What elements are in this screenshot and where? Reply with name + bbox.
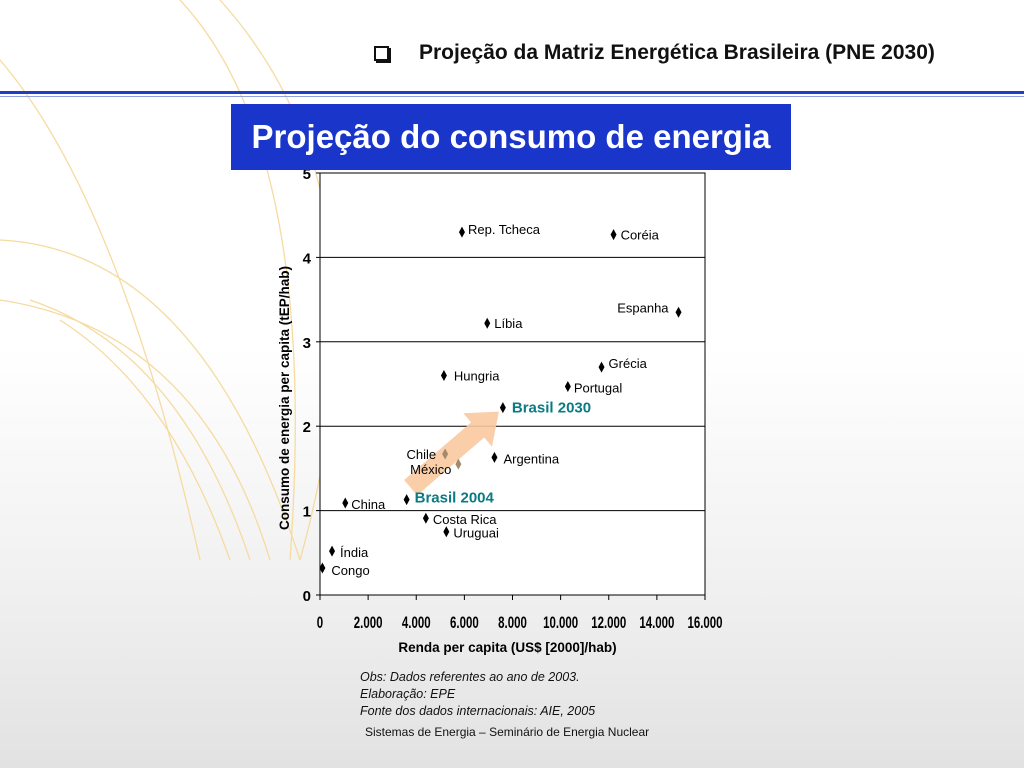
data-point — [440, 370, 447, 382]
data-label: Uruguai — [453, 526, 499, 541]
x-axis-label: Renda per capita (US$ [2000]/hab) — [398, 640, 616, 655]
data-point — [484, 317, 491, 329]
data-point — [491, 451, 498, 463]
data-label: Coréia — [621, 228, 660, 243]
chart-notes: Obs: Dados referentes ao ano de 2003. El… — [360, 669, 595, 720]
data-point — [442, 448, 449, 460]
x-tick-label: 0 — [317, 614, 323, 633]
x-tick-label: 10.000 — [543, 614, 578, 633]
data-label: Grécia — [609, 356, 648, 371]
data-point — [422, 512, 429, 524]
y-axis-label: Consumo de energia per capita (tEP/hab) — [277, 266, 292, 530]
data-label: Índia — [340, 545, 369, 560]
data-label: México — [410, 462, 451, 477]
data-point — [598, 361, 605, 373]
plot-area — [319, 172, 706, 596]
data-label: Chile — [407, 447, 437, 462]
data-point — [342, 497, 349, 509]
x-tick-label: 4.000 — [402, 614, 431, 633]
data-point — [499, 402, 506, 414]
x-tick-label: 8.000 — [498, 614, 527, 633]
y-tick-label: 4 — [303, 250, 312, 267]
data-label: Argentina — [503, 451, 559, 466]
y-tick-label: 1 — [303, 504, 311, 521]
header-divider — [0, 91, 1024, 94]
data-label: Espanha — [617, 300, 669, 315]
data-point — [403, 494, 410, 506]
slide-header: Projeção da Matriz Energética Brasileira… — [372, 38, 935, 68]
data-point — [319, 562, 326, 574]
y-tick-label: 3 — [303, 335, 311, 352]
x-tick-label: 6.000 — [450, 614, 479, 633]
data-label: Congo — [331, 563, 369, 578]
data-point — [610, 229, 617, 241]
data-label: Brasil 2030 — [512, 400, 591, 417]
banner-title: Projeção do consumo de energia — [251, 118, 771, 155]
data-point — [458, 226, 465, 238]
data-point — [443, 526, 450, 538]
slide-header-title: Projeção da Matriz Energética Brasileira… — [419, 41, 935, 64]
note-obs: Obs: Dados referentes ao ano de 2003. — [360, 670, 580, 684]
note-elaboracao: Elaboração: EPE — [360, 687, 456, 701]
data-label: Brasil 2004 — [415, 490, 495, 507]
data-label: Portugal — [574, 381, 623, 396]
x-tick-label: 16.000 — [687, 614, 722, 633]
slide-footer: Sistemas de Energia – Seminário de Energ… — [365, 725, 650, 739]
data-label: Rep. Tcheca — [468, 222, 541, 237]
data-point — [564, 381, 571, 393]
chart-banner: Projeção do consumo de energia — [231, 104, 791, 170]
data-point — [455, 458, 462, 470]
data-label: China — [351, 497, 386, 512]
note-fonte: Fonte dos dados internacionais: AIE, 200… — [360, 704, 596, 718]
checkbox-bullet-icon — [374, 45, 389, 61]
y-tick-label: 2 — [303, 419, 311, 436]
header-divider-thin — [0, 96, 1024, 97]
data-label: Líbia — [494, 316, 523, 331]
x-tick-label: 2.000 — [354, 614, 383, 633]
data-point — [675, 306, 682, 318]
x-tick-label: 14.000 — [639, 614, 674, 633]
y-tick-label: 0 — [303, 588, 311, 605]
trend-arrow — [404, 411, 499, 496]
x-tick-label: 12.000 — [591, 614, 626, 633]
data-label: Hungria — [454, 369, 500, 384]
data-label: Costa Rica — [433, 512, 497, 527]
